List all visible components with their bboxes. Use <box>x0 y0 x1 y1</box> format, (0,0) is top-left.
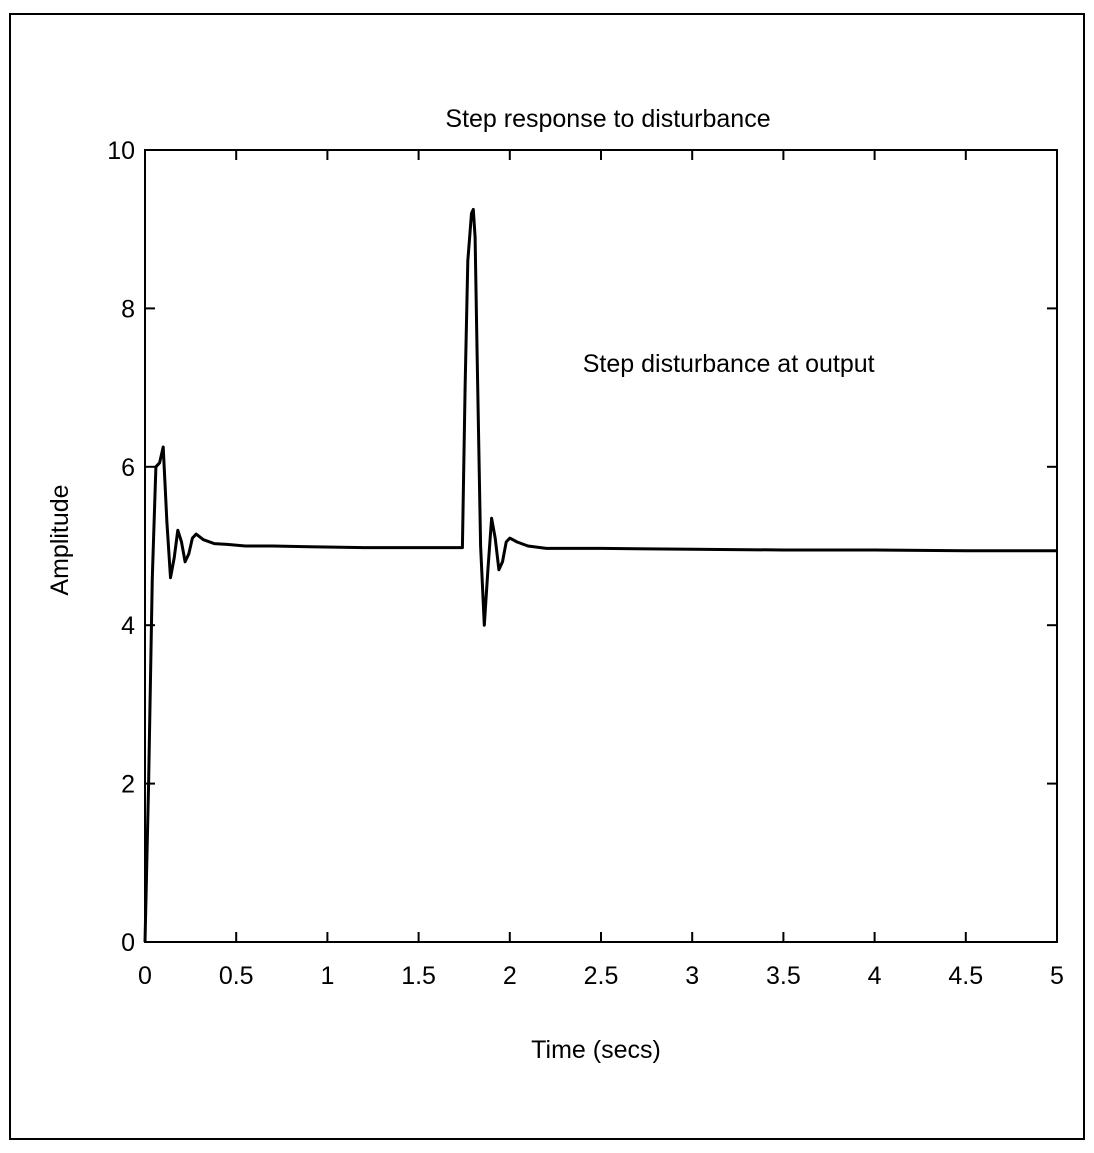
x-tick-label: 2.5 <box>584 962 619 990</box>
y-tick-label: 8 <box>121 295 135 323</box>
y-tick-label: 0 <box>121 929 135 957</box>
x-tick-label: 1 <box>320 962 334 990</box>
y-tick-label: 10 <box>107 137 135 165</box>
x-tick-label: 2 <box>503 962 517 990</box>
y-axis-ticks <box>145 149 1057 943</box>
x-tick-label: 0 <box>138 962 152 990</box>
x-tick-label: 3.5 <box>766 962 801 990</box>
x-tick-label: 4 <box>868 962 882 990</box>
annotations: Step disturbance at output <box>583 350 875 378</box>
y-tick-label: 6 <box>121 454 135 482</box>
y-tick-label: 2 <box>121 771 135 799</box>
x-tick-label: 1.5 <box>401 962 436 990</box>
x-tick-label: 0.5 <box>219 962 254 990</box>
series-layer <box>143 207 1057 943</box>
x-axis-label: Time (secs) <box>531 1036 661 1064</box>
x-tick-label: 3 <box>685 962 699 990</box>
annotation-text: Step disturbance at output <box>583 350 875 378</box>
chart-title: Step response to disturbance <box>445 105 770 133</box>
x-tick-label: 5 <box>1050 962 1064 990</box>
x-axis-tick-labels: 0 0.5 1 1.5 2 2.5 3 3.5 4 4.5 5 <box>138 962 1064 990</box>
x-tick-label: 4.5 <box>948 962 983 990</box>
x-axis-ticks <box>144 150 1058 942</box>
response-line <box>143 207 1057 943</box>
y-axis-tick-labels: 0 2 4 6 8 10 <box>107 137 135 957</box>
figure-border <box>9 13 1085 1140</box>
y-tick-label: 4 <box>121 612 135 640</box>
y-axis-label: Amplitude <box>46 484 74 595</box>
